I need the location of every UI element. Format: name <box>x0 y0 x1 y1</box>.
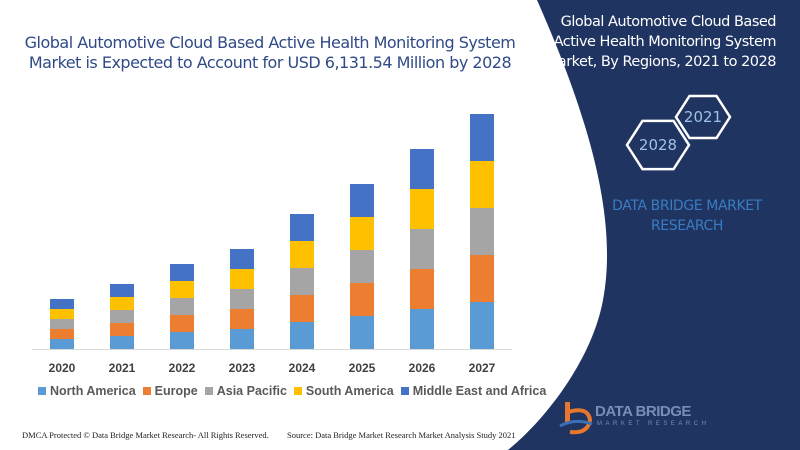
legend-label: South America <box>305 384 394 398</box>
legend-swatch <box>38 387 46 395</box>
bar-south-america-2020 <box>50 309 74 319</box>
logo-text: DATA BRIDGE <box>595 403 691 420</box>
x-tick-label: 2022 <box>169 361 196 375</box>
bar-north-america-2026 <box>410 309 434 349</box>
side-panel-title: Global Automotive Cloud Based Active Hea… <box>545 14 777 70</box>
logo-icon <box>559 402 593 435</box>
plot-area: 2020 2021 2022 2023 2024 2025 2026 2027 <box>32 114 512 375</box>
bar-middle-east-and-africa-2026 <box>410 149 434 189</box>
hexagon-label: 2028 <box>639 136 677 154</box>
bar-north-america-2023 <box>230 329 254 349</box>
bar-europe-2026 <box>410 269 434 309</box>
bar-europe-2022 <box>170 315 194 332</box>
logo-subtext: MARKET RESEARCH <box>597 421 710 427</box>
legend-label: North America <box>50 384 136 398</box>
bar-asia-pacific-2023 <box>230 289 254 309</box>
bar-asia-pacific-2026 <box>410 229 434 269</box>
bar-south-america-2022 <box>170 281 194 298</box>
bar-europe-2023 <box>230 309 254 329</box>
bar-europe-2025 <box>350 283 374 316</box>
legend-label: Europe <box>154 384 198 398</box>
hexagon-label: 2021 <box>684 108 722 126</box>
bar-asia-pacific-2020 <box>50 319 74 329</box>
bar-europe-2024 <box>290 295 314 322</box>
bar-south-america-2023 <box>230 269 254 289</box>
bar-europe-2020 <box>50 329 74 339</box>
bar-middle-east-and-africa-2022 <box>170 264 194 281</box>
bar-asia-pacific-2022 <box>170 298 194 315</box>
legend-item: North America <box>38 384 136 398</box>
hexagon-badge-2021 <box>674 94 732 140</box>
bar-north-america-2025 <box>350 316 374 349</box>
bar-middle-east-and-africa-2024 <box>290 214 314 241</box>
legend-item: South America <box>293 384 394 398</box>
legend-label: Middle East and Africa <box>412 384 547 398</box>
x-tick-label: 2024 <box>289 361 316 375</box>
bar-south-america-2027 <box>470 161 494 208</box>
bar-north-america-2022 <box>170 332 194 349</box>
bar-south-america-2026 <box>410 189 434 229</box>
bar-north-america-2021 <box>110 336 134 349</box>
legend-item: Europe <box>142 384 198 398</box>
bar-asia-pacific-2024 <box>290 268 314 295</box>
bar-south-america-2024 <box>290 241 314 268</box>
bar-middle-east-and-africa-2020 <box>50 299 74 309</box>
legend-item: Asia Pacific <box>204 384 287 398</box>
x-tick-label: 2021 <box>109 361 136 375</box>
bar-middle-east-and-africa-2023 <box>230 249 254 269</box>
chart-legend: North America Europe Asia Pacific South Ame… <box>38 384 546 398</box>
brand-text: DATA BRIDGE MARKET RESEARCH <box>612 198 762 234</box>
legend-label: Asia Pacific <box>216 384 287 398</box>
legend-swatch <box>142 387 151 395</box>
x-tick-label: 2023 <box>229 361 256 375</box>
bar-asia-pacific-2025 <box>350 250 374 283</box>
bar-middle-east-and-africa-2027 <box>470 114 494 161</box>
bar-south-america-2021 <box>110 297 134 310</box>
legend-swatch <box>400 387 409 395</box>
chart-title: Global Automotive Cloud Based Active Hea… <box>24 33 516 72</box>
bar-europe-2021 <box>110 323 134 336</box>
legend-swatch <box>293 387 302 395</box>
bar-north-america-2024 <box>290 322 314 349</box>
footer-copyright: DMCA Protected © Data Bridge Market Rese… <box>22 430 269 440</box>
bar-asia-pacific-2027 <box>470 208 494 255</box>
bar-south-america-2025 <box>350 217 374 250</box>
footer-source: Source: Data Bridge Market Research Mark… <box>287 430 516 440</box>
legend-swatch <box>204 387 213 395</box>
bar-north-america-2020 <box>50 339 74 349</box>
x-tick-label: 2025 <box>349 361 376 375</box>
hexagon-badge-2028 <box>625 119 691 171</box>
bar-europe-2027 <box>470 255 494 302</box>
legend-item: Middle East and Africa <box>400 384 547 398</box>
bar-north-america-2027 <box>470 302 494 349</box>
bar-asia-pacific-2021 <box>110 310 134 323</box>
x-tick-label: 2026 <box>409 361 436 375</box>
bar-middle-east-and-africa-2025 <box>350 184 374 217</box>
bar-middle-east-and-africa-2021 <box>110 284 134 297</box>
x-tick-label: 2027 <box>469 361 496 375</box>
x-tick-label: 2020 <box>49 361 76 375</box>
